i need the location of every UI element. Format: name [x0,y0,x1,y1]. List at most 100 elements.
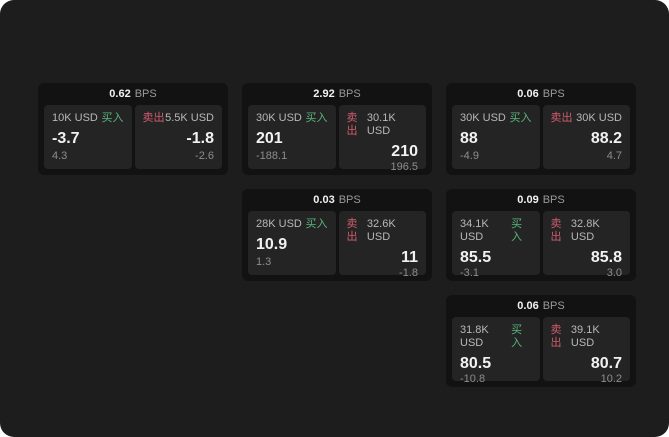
sell-side-label: 卖出 [550,218,562,243]
sell-price: 88.2 [590,130,622,147]
bps-value: 0.03 [313,194,335,206]
sell-price: 11 [401,249,418,266]
sell-panel-header: 卖出 30K USD [551,112,623,125]
sell-panel-header: 卖出 32.6K USD [347,218,419,244]
buy-panel-header: 10K USD 买入 [52,112,124,125]
buy-side-label: 买入 [305,218,328,230]
buy-delta: -3.1 [460,267,479,279]
card-header: 0.62 BPS [44,83,222,105]
sell-panel-header: 卖出 39.1K USD [551,324,623,350]
bps-unit: BPS [542,300,565,312]
bps-value: 0.62 [109,88,131,100]
bps-unit: BPS [542,88,565,100]
sell-delta: 196.5 [390,161,418,173]
bps-unit: BPS [338,88,361,100]
buy-price: 10.9 [256,236,288,253]
buy-panel[interactable]: 31.8K USD 买入 80.5 -10.8 [452,317,540,385]
card-header: 0.09 BPS [452,189,630,211]
buy-size-label: 28K USD [256,218,302,230]
bps-unit: BPS [134,88,157,100]
card-header: 0.03 BPS [248,189,426,211]
quote-card: 0.03 BPS 28K USD 买入 10.9 1.3 卖出 32.6K US… [242,189,432,281]
quote-panels: 30K USD 买入 201 -188.1 卖出 30.1K USD 210 1… [248,105,426,173]
sell-side-label: 卖出 [346,112,358,137]
buy-side-label: 买入 [511,218,523,243]
quote-card: 0.06 BPS 31.8K USD 买入 80.5 -10.8 卖出 39.1… [446,295,636,387]
sell-price: 210 [391,143,418,160]
buy-delta: -10.8 [460,373,486,385]
sell-panel[interactable]: 卖出 39.1K USD 80.7 10.2 [542,317,630,385]
sell-price: 85.8 [590,249,622,266]
buy-delta: -4.9 [460,150,479,162]
buy-size-label: 10K USD [52,112,98,124]
buy-panel-header: 30K USD 买入 [460,112,532,125]
sell-panel[interactable]: 卖出 32.8K USD 85.8 3.0 [542,211,630,279]
sell-side-label: 卖出 [142,112,165,124]
buy-panel[interactable]: 30K USD 买入 201 -188.1 [248,105,336,169]
buy-panel-header: 28K USD 买入 [256,218,328,231]
buy-delta: -188.1 [256,150,288,162]
buy-panel[interactable]: 10K USD 买入 -3.7 4.3 [44,105,132,169]
sell-side-label: 卖出 [550,112,573,124]
buy-price: -3.7 [52,130,80,147]
buy-price: 201 [256,130,283,147]
sell-delta: -2.6 [195,150,214,162]
buy-panel[interactable]: 34.1K USD 买入 85.5 -3.1 [452,211,540,279]
buy-price: 85.5 [460,249,492,266]
sell-size-label: 30.1K USD [366,112,396,137]
buy-size-label: 30K USD [256,112,302,124]
sell-panel-header: 卖出 30.1K USD [347,112,419,138]
quote-card: 0.09 BPS 34.1K USD 买入 85.5 -3.1 卖出 32.8K… [446,189,636,281]
buy-panel[interactable]: 28K USD 买入 10.9 1.3 [248,211,336,275]
bps-value: 0.06 [517,88,539,100]
bps-unit: BPS [542,194,565,206]
card-header: 0.06 BPS [452,295,630,317]
sell-delta: 3.0 [606,267,622,279]
sell-delta: -1.8 [399,267,418,279]
sell-size-label: 32.6K USD [366,218,396,243]
buy-side-label: 买入 [509,112,532,124]
quote-card: 0.62 BPS 10K USD 买入 -3.7 4.3 卖出 5.5K USD… [38,83,228,175]
sell-panel[interactable]: 卖出 32.6K USD 11 -1.8 [338,211,426,279]
buy-panel-header: 34.1K USD 买入 [460,218,532,244]
buy-size-label: 34.1K USD [460,218,489,243]
sell-size-label: 5.5K USD [165,112,214,124]
buy-size-label: 30K USD [460,112,506,124]
sell-size-label: 30K USD [576,112,622,124]
buy-side-label: 买入 [305,112,328,124]
bps-value: 2.92 [313,88,335,100]
bps-value: 0.09 [517,194,539,206]
sell-delta: 10.2 [600,373,622,385]
bps-unit: BPS [338,194,361,206]
quote-card: 0.06 BPS 30K USD 买入 88 -4.9 卖出 30K USD 8… [446,83,636,175]
card-header: 2.92 BPS [248,83,426,105]
buy-panel-header: 30K USD 买入 [256,112,328,125]
buy-panel-header: 31.8K USD 买入 [460,324,532,350]
cards-grid: 0.62 BPS 10K USD 买入 -3.7 4.3 卖出 5.5K USD… [38,83,636,387]
sell-panel-header: 卖出 5.5K USD [143,112,215,125]
quote-card: 2.92 BPS 30K USD 买入 201 -188.1 卖出 30.1K … [242,83,432,175]
quote-panels: 10K USD 买入 -3.7 4.3 卖出 5.5K USD -1.8 -2.… [44,105,222,169]
sell-side-label: 卖出 [550,324,562,349]
sell-size-label: 39.1K USD [570,324,600,349]
sell-side-label: 卖出 [346,218,358,243]
buy-side-label: 买入 [511,324,523,349]
buy-delta: 4.3 [52,150,68,162]
sell-size-label: 32.8K USD [570,218,600,243]
sell-panel[interactable]: 卖出 30K USD 88.2 4.7 [542,105,630,169]
buy-side-label: 买入 [101,112,124,124]
buy-panel[interactable]: 30K USD 买入 88 -4.9 [452,105,540,169]
sell-panel[interactable]: 卖出 5.5K USD -1.8 -2.6 [134,105,222,169]
buy-size-label: 31.8K USD [460,324,489,349]
card-header: 0.06 BPS [452,83,630,105]
sell-price: 80.7 [590,355,622,372]
sell-delta: 4.7 [606,150,622,162]
quote-panels: 28K USD 买入 10.9 1.3 卖出 32.6K USD 11 -1.8 [248,211,426,279]
sell-panel[interactable]: 卖出 30.1K USD 210 196.5 [338,105,426,173]
buy-price: 80.5 [460,355,492,372]
sell-price: -1.8 [186,130,214,147]
bps-value: 0.06 [517,300,539,312]
quote-panels: 31.8K USD 买入 80.5 -10.8 卖出 39.1K USD 80.… [452,317,630,385]
quote-panels: 34.1K USD 买入 85.5 -3.1 卖出 32.8K USD 85.8… [452,211,630,279]
